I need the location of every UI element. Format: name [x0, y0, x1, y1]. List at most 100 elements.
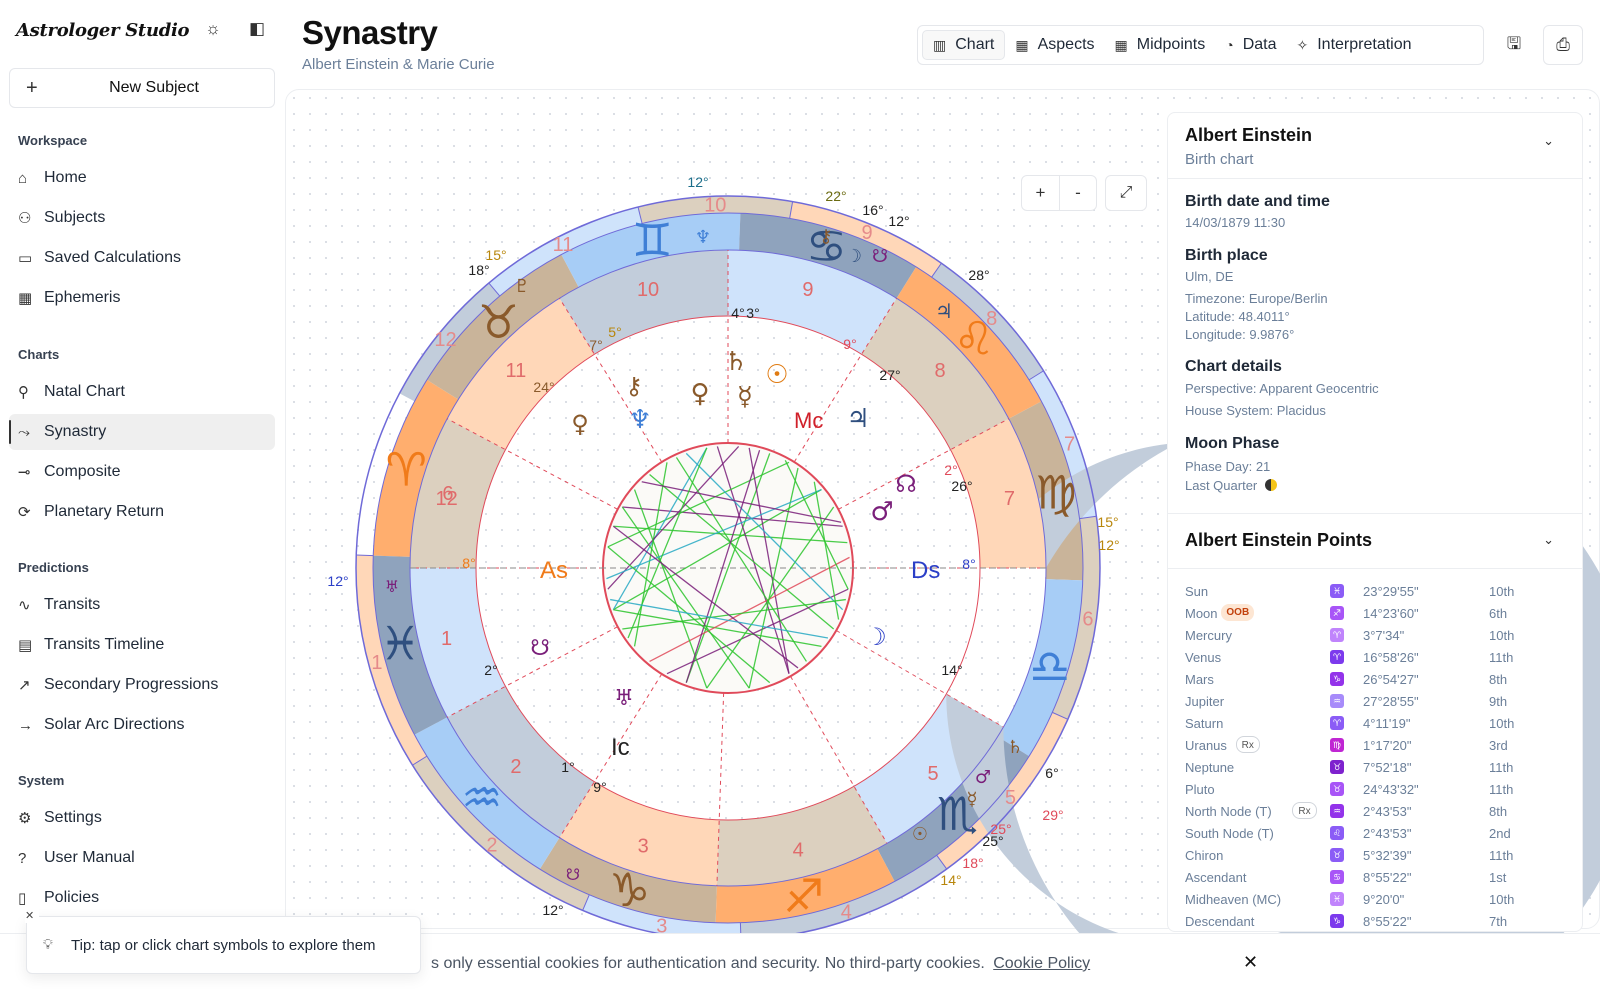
- house-number: 1: [441, 628, 452, 650]
- point-row[interactable]: Mars ♑ 26°54'27" 8th: [1185, 669, 1565, 691]
- sidebar-item-composite[interactable]: ⊸ Composite: [9, 454, 275, 490]
- arrow-right-icon: →: [18, 716, 33, 734]
- zoom-in-button[interactable]: +: [1035, 183, 1046, 202]
- aspect-line: [606, 488, 822, 580]
- sidebar-item-transits-timeline[interactable]: ▤ Transits Timeline: [9, 627, 275, 663]
- sidebar-item-ephemeris[interactable]: ▦ Ephemeris: [9, 280, 275, 316]
- house-cusp-line: [793, 298, 897, 463]
- point-row[interactable]: Ascendant ♋ 8°55'22" 1st: [1185, 867, 1565, 889]
- sidebar-item-natal-chart[interactable]: ⚲ Natal Chart: [9, 374, 275, 410]
- tab-label: Interpretation: [1317, 36, 1412, 53]
- brand-logo[interactable]: Astrologer Studio: [16, 19, 190, 41]
- tab-data[interactable]: ◔ Data: [1215, 30, 1286, 60]
- planet-glyph: ☊: [895, 470, 916, 498]
- home-icon: ⌂: [18, 169, 28, 187]
- fullscreen-button[interactable]: ⤢: [1105, 175, 1147, 211]
- planet-glyph: ♀: [571, 410, 589, 438]
- aspect-line: [607, 546, 771, 684]
- point-name: Jupiter: [1185, 694, 1225, 709]
- trending-up-icon: ↗: [18, 677, 31, 694]
- sidebar-item-label: Planetary Return: [44, 503, 165, 520]
- sidebar-item-label: Secondary Progressions: [44, 676, 219, 693]
- gear-icon: ⚙: [18, 810, 32, 827]
- sidebar-item-solar-arc-directions[interactable]: → Solar Arc Directions: [9, 707, 275, 743]
- birth-place-value: Ulm, DE: [1185, 269, 1234, 284]
- sidebar-item-label: Saved Calculations: [44, 249, 181, 266]
- point-row[interactable]: Midheaven (MC) ♓ 9°20'0" 10th: [1185, 889, 1565, 911]
- zodiac-outer-ring: [372, 212, 1084, 924]
- point-row[interactable]: Pluto ♉ 24°43'32" 11th: [1185, 779, 1565, 801]
- new-subject-button[interactable]: + New Subject: [9, 68, 275, 108]
- point-row[interactable]: Jupiter ♒ 27°28'55" 9th: [1185, 691, 1565, 713]
- chevron-down-icon[interactable]: ⌄: [1543, 532, 1554, 547]
- sidebar-item-secondary-progressions[interactable]: ↗ Secondary Progressions: [9, 667, 275, 703]
- aspect-line: [622, 598, 846, 630]
- angle-label-ic: Ic: [611, 734, 630, 761]
- points-header[interactable]: Albert Einstein Points ⌄: [1168, 513, 1582, 569]
- tab-interpretation[interactable]: ✧ Interpretation: [1287, 30, 1422, 60]
- point-row[interactable]: Descendant ♑ 8°55'22" 7th: [1185, 911, 1565, 931]
- sidebar-item-subjects[interactable]: ⚇ Subjects: [9, 200, 275, 236]
- point-house: 11th: [1489, 650, 1514, 665]
- point-row[interactable]: Moon ♐ 14°23'60" 6th OOB: [1185, 603, 1565, 625]
- outer-cusp-line: [1079, 515, 1097, 520]
- sign-icon: ♍: [1330, 738, 1344, 752]
- point-row[interactable]: Sun ♓ 23°29'55" 10th: [1185, 581, 1565, 603]
- sidebar-item-label: Natal Chart: [44, 383, 125, 400]
- sidebar-item-user-manual[interactable]: ? User Manual: [9, 840, 275, 876]
- outer-cusp-line: [412, 755, 428, 766]
- sidebar-toggle-icon[interactable]: ◧: [248, 19, 266, 38]
- degree-label: 26°: [951, 478, 972, 494]
- outer-house-sector: [399, 283, 500, 402]
- sidebar-item-synastry[interactable]: ⤳ Synastry: [9, 414, 275, 450]
- zodiac-sign-sector: [896, 266, 1042, 419]
- outer-cusp-line: [1028, 370, 1044, 381]
- degree-label: 5°: [608, 324, 621, 340]
- tab-aspects[interactable]: ▦ Aspects: [1005, 30, 1104, 60]
- inner-house-sector: [559, 781, 720, 886]
- point-row[interactable]: Chiron ♉ 5°32'39" 11th: [1185, 845, 1565, 867]
- zoom-out-button[interactable]: -: [1058, 176, 1096, 210]
- planet-glyph: ☋: [530, 636, 550, 661]
- subject-header[interactable]: Albert Einstein Birth chart ⌄: [1168, 113, 1582, 179]
- point-row[interactable]: Saturn ♈ 4°11'19" 10th: [1185, 713, 1565, 735]
- print-button[interactable]: ⎙: [1543, 25, 1583, 65]
- longitude-value: Longitude: 9.9876°: [1185, 327, 1295, 342]
- sign-icon: ♑: [1330, 672, 1344, 686]
- sidebar-item-planetary-return[interactable]: ⟳ Planetary Return: [9, 494, 275, 530]
- sidebar-item-policies[interactable]: ▯ Policies: [9, 880, 275, 916]
- tab-midpoints[interactable]: ▦ Midpoints: [1105, 30, 1216, 60]
- sidebar-item-saved-calculations[interactable]: ▭ Saved Calculations: [9, 240, 275, 276]
- chart-details-heading: Chart details: [1185, 358, 1282, 375]
- planet-glyph: ♄: [724, 347, 747, 377]
- users-icon: ⚇: [18, 210, 32, 227]
- aspect-line: [716, 446, 790, 674]
- point-row[interactable]: Neptune ♉ 7°52'18" 11th: [1185, 757, 1565, 779]
- point-row[interactable]: Venus ♈ 16°58'26" 11th: [1185, 647, 1565, 669]
- section-title-workspace: Workspace: [18, 133, 88, 148]
- degree-label: 29°: [1042, 807, 1063, 823]
- point-row[interactable]: South Node (T) ♌ 2°43'53" 2nd: [1185, 823, 1565, 845]
- cookie-policy-link[interactable]: Cookie Policy: [993, 955, 1091, 972]
- sidebar-item-label: Home: [44, 169, 87, 186]
- tab-chart[interactable]: ▥ Chart: [922, 30, 1006, 60]
- moon-phase-heading: Moon Phase: [1185, 435, 1280, 452]
- planet-glyph: ♀: [690, 379, 709, 409]
- cookie-close-button[interactable]: ✕: [1243, 952, 1259, 972]
- point-row[interactable]: Uranus ♍ 1°17'20" 3rd Rx: [1185, 735, 1565, 757]
- point-degree: 3°7'34": [1363, 628, 1405, 643]
- zodiac-sign-glyph: ♓: [379, 617, 420, 671]
- tip-close-button[interactable]: ✕: [25, 909, 39, 923]
- theme-toggle-icon[interactable]: ☼: [205, 19, 221, 38]
- point-row[interactable]: North Node (T) ♒ 2°43'53" 8th Rx: [1185, 801, 1565, 823]
- sidebar-item-transits[interactable]: ∿ Transits: [9, 587, 275, 623]
- aspect-line: [627, 447, 708, 639]
- sidebar-item-settings[interactable]: ⚙ Settings: [9, 800, 275, 836]
- save-button[interactable]: 🖫: [1494, 25, 1534, 65]
- page-title: Synastry: [302, 14, 438, 51]
- sidebar-item-home[interactable]: ⌂ Home: [9, 160, 275, 196]
- point-row[interactable]: Mercury ♈ 3°7'34" 10th: [1185, 625, 1565, 647]
- tip-toast: ✕ 💡︎ Tip: tap or click chart symbols to …: [25, 909, 421, 974]
- house-cusp-line: [446, 418, 618, 510]
- chevron-down-icon[interactable]: ⌄: [1543, 133, 1554, 148]
